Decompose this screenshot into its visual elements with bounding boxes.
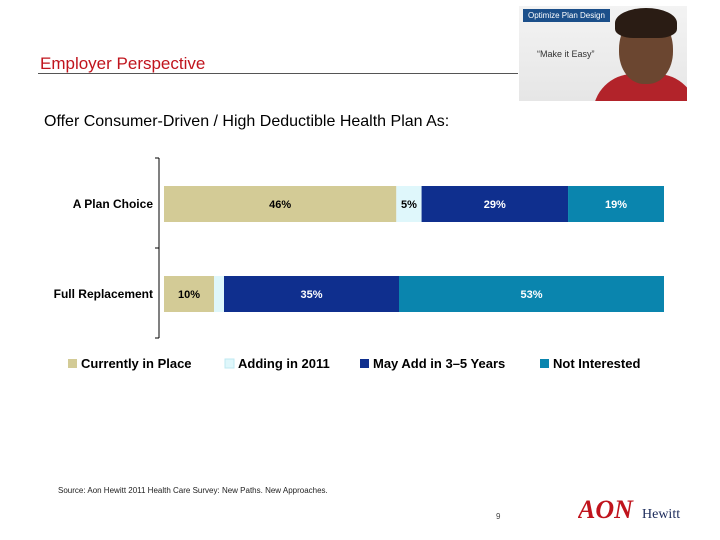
bar-segment — [164, 186, 397, 222]
legend-label: Not Interested — [553, 356, 640, 371]
page-number: 9 — [496, 512, 501, 521]
aon-hewitt-logo: AON Hewitt — [578, 496, 680, 522]
bar-segment — [224, 276, 399, 312]
legend-swatch — [540, 359, 549, 368]
bar-segment — [399, 276, 664, 312]
bar-segment — [421, 186, 569, 222]
data-label: 10% — [178, 289, 200, 301]
bar-segment — [568, 186, 664, 222]
data-label: 35% — [300, 289, 322, 301]
data-label: 29% — [484, 199, 506, 211]
legend-swatch — [224, 358, 235, 369]
data-label: 19% — [605, 199, 627, 211]
legend-label: Currently in Place — [81, 356, 192, 371]
bar-segment — [164, 276, 214, 312]
logo-hewitt-text: Hewitt — [642, 507, 680, 522]
category-label: Full Replacement — [54, 287, 153, 301]
title-divider — [38, 73, 518, 74]
bar-segment — [214, 276, 224, 312]
legend-swatch — [360, 359, 369, 368]
person-hair — [615, 8, 677, 38]
header-photo: Optimize Plan Design “Make it Easy” — [519, 6, 687, 101]
logo-aon-text: AON — [578, 496, 634, 522]
data-label: 53% — [520, 289, 542, 301]
page-title: Employer Perspective — [40, 54, 206, 73]
photo-tagline: “Make it Easy” — [537, 49, 595, 59]
category-label: A Plan Choice — [73, 197, 154, 211]
source-note: Source: Aon Hewitt 2011 Health Care Surv… — [58, 486, 328, 495]
legend-label: May Add in 3–5 Years — [373, 356, 505, 371]
data-label: 5% — [401, 199, 417, 211]
bar-segment — [396, 186, 422, 222]
legend-swatch — [68, 359, 77, 368]
chart-question: Offer Consumer-Driven / High Deductible … — [44, 113, 450, 130]
photo-badge: Optimize Plan Design — [523, 9, 610, 22]
legend-label: Adding in 2011 — [238, 356, 330, 371]
data-label: 46% — [269, 199, 291, 211]
